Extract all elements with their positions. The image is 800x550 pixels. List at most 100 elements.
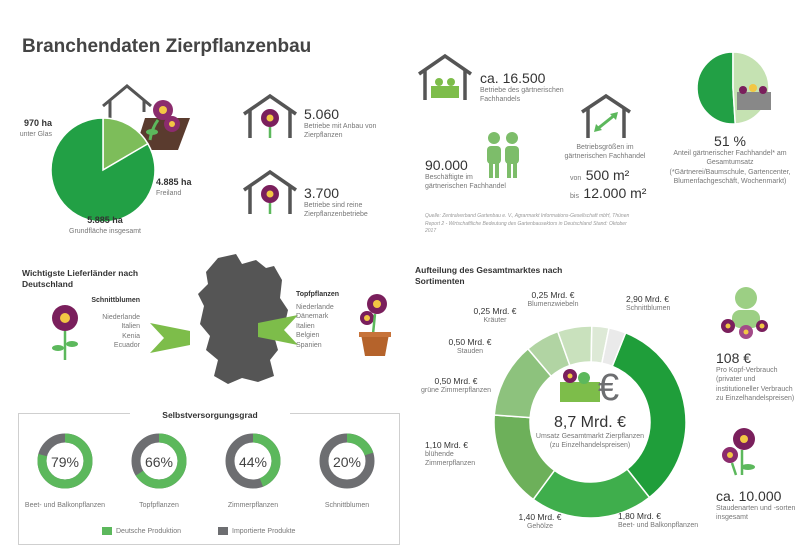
self-sufficiency-percent: 44%: [238, 454, 268, 470]
greenhouse-flower-icon: [243, 93, 297, 138]
trade-share-value: 51 %: [714, 133, 746, 149]
employees-label: Beschäftigte im gärtnerischen Fachhandel: [425, 174, 506, 191]
business-size-label: Betriebsgrößen im gärtnerischen Fachhand…: [564, 144, 646, 161]
self-sufficiency-label: Topfpflanzen: [139, 502, 179, 509]
self-sufficiency-item: 20% Schnittblumen: [312, 430, 382, 510]
segment-label: 0,25 Mrd. € Kräuter: [473, 306, 517, 324]
area-pie-chart: [50, 117, 156, 223]
greenhouse-flower-icon: [243, 169, 297, 214]
employees-value: 90.000: [425, 157, 468, 173]
people-icon: [487, 132, 519, 178]
domestic-arc: [131, 433, 187, 489]
varieties-value: ca. 10.000: [716, 488, 782, 504]
pie-slice-field: [50, 117, 156, 223]
legend-label-imported: Importierte Produkte: [232, 528, 296, 535]
domestic-arc: [319, 433, 375, 489]
market-total-label: Umsatz Gesamtmarkt Zierpflanzen: [535, 433, 645, 440]
donut-segment-0: [611, 331, 687, 499]
field-area-label: Freiland: [156, 189, 182, 197]
cultivation-businesses-value: 5.060: [304, 106, 340, 122]
domestic-arc: [225, 433, 281, 489]
pie-slice-glass: [102, 117, 149, 172]
planter-icon: [737, 84, 771, 110]
person-flowers-icon: [721, 287, 768, 339]
segment-label: 1,10 Mrd. € blühende Zimmerpflanzen: [425, 440, 476, 468]
self-sufficiency-label: Zimmerpflanzen: [227, 502, 279, 509]
list-item: Niederlande: [296, 304, 334, 311]
size-to-prefix: bis: [570, 193, 579, 200]
greenhouse-icon: [102, 84, 152, 118]
suppliers-title: Wichtigste Lieferländer nach Deutschland: [22, 268, 139, 290]
planter-euro-icon: €: [560, 367, 619, 409]
size-from-value: 500 m²: [585, 167, 630, 183]
field-area-value: 4.885 ha: [156, 177, 192, 187]
list-item: Kenia: [122, 332, 140, 340]
glass-area-label: unter Glas: [19, 130, 52, 138]
list-item: Spanien: [296, 341, 322, 349]
list-item: Italien: [296, 322, 315, 330]
domestic-arc: [37, 433, 93, 489]
self-sufficiency-item: 79% Beet- und Balkonpflanzen: [25, 430, 105, 510]
potted-plant-icon: [359, 294, 391, 356]
segment-label: 2,90 Mrd. € Schnittblumen: [626, 294, 671, 312]
pot-plants-country-list: Niederlande Dänemark Italien Belgien Spa…: [296, 303, 356, 350]
cut-flowers-title: Schnittblumen: [91, 297, 140, 304]
import-arrow-west: [150, 323, 190, 353]
self-sufficiency-title: Selbstversorgungsgrad: [162, 410, 258, 420]
glass-area-value: 970 ha: [23, 118, 52, 128]
import-arrow-east: [258, 315, 298, 345]
market-donut-chart: €: [493, 325, 687, 519]
self-sufficiency-donut: [319, 433, 375, 489]
market-total-value: 8,7 Mrd. €: [553, 414, 627, 431]
per-capita-value: 108 €: [716, 350, 752, 366]
list-item: Niederlande: [102, 314, 140, 321]
self-sufficiency-item: 66% Topfpflanzen: [124, 430, 194, 510]
market-title: Aufteilung des Gesamtmarktes nach Sortim…: [415, 265, 563, 287]
list-item: Dänemark: [296, 313, 329, 321]
segment-label: 0,25 Mrd. € Blumenzwiebeln: [527, 290, 579, 308]
greenhouse-resize-icon: [581, 93, 631, 138]
trade-share-pie-chart: [696, 51, 771, 125]
size-to-value: 12.000 m²: [583, 185, 647, 201]
pure-businesses-value: 3.700: [304, 185, 340, 201]
segment-label: 1,80 Mrd. € Beet- und Balkonpflanzen: [618, 511, 699, 529]
pot-plants-title: Topfpflanzen: [296, 291, 340, 298]
page-title: Branchendaten Zierpflanzenbau: [22, 36, 312, 57]
pure-businesses-label: Betriebe sind reine Zierpflanzenbetriebe: [304, 202, 368, 219]
germany-map: [198, 254, 288, 384]
trade-businesses-label: Betriebe des gärtnerischen Fachhandels: [480, 87, 564, 104]
greenhouse-planter-icon: [418, 53, 472, 100]
varieties-label: Staudenarten und -sorten insgesamt: [716, 505, 796, 522]
pie-slice-trade: [696, 51, 737, 125]
self-sufficiency-donut: [37, 433, 93, 489]
segment-label: 1,40 Mrd. € Gehölze: [518, 512, 562, 530]
source-note: Quelle: Zentralverband Gartenbau e. V., …: [425, 213, 630, 234]
perennials-icon: [722, 428, 755, 476]
total-area-value: 5.885 ha: [87, 215, 123, 225]
self-sufficiency-percent: 20%: [332, 454, 362, 470]
market-total-note: (zu Einzelhandelspreisen): [549, 442, 631, 450]
size-from-prefix: von: [570, 175, 582, 182]
per-capita-label: Pro Kopf-Verbrauch (privater und institu…: [716, 367, 795, 403]
legend-swatch-domestic: [102, 527, 112, 535]
self-sufficiency-percent: 79%: [50, 454, 80, 470]
cut-flower-icon: [52, 305, 78, 360]
self-sufficiency-percent: 66%: [144, 454, 174, 470]
legend-swatch-imported: [218, 527, 228, 535]
list-item: Ecuador: [113, 342, 140, 350]
self-sufficiency-item: 44% Zimmerpflanzen: [218, 430, 288, 510]
segment-label: 0,50 Mrd. € Stauden: [448, 337, 492, 355]
donut-segment-7: [601, 327, 627, 368]
cultivation-businesses-label: Betriebe mit Anbau von Zierpflanzen: [304, 123, 377, 140]
trade-share-label: Anteil gärtnerischer Fachhandel* am Gesa…: [673, 150, 787, 167]
self-sufficiency-donut: [131, 433, 187, 489]
self-sufficiency-label: Beet- und Balkonpflanzen: [24, 502, 106, 509]
trade-businesses-value: ca. 16.500: [480, 70, 546, 86]
legend-label-domestic: Deutsche Produktion: [116, 528, 181, 535]
list-item: Belgien: [296, 332, 320, 340]
cut-flowers-country-list: Niederlande Italien Kenia Ecuador: [78, 313, 140, 351]
total-area-label: Grundfläche insgesamt: [69, 227, 141, 235]
self-sufficiency-label: Schnittblumen: [324, 502, 370, 509]
trade-share-note: (*Gärtnerei/Baumschule, Gartencenter, Bl…: [669, 168, 791, 186]
list-item: Italien: [121, 323, 140, 331]
